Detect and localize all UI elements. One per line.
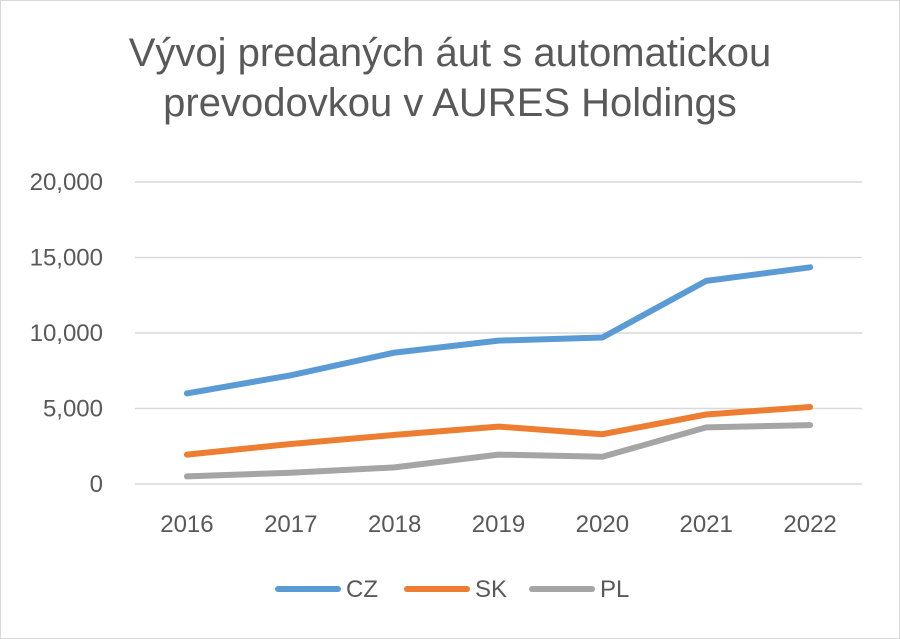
x-tick-label: 2019 — [472, 511, 525, 538]
legend-item-cz: CZ — [275, 576, 378, 603]
y-tick-label: 0 — [90, 471, 103, 498]
series-line-pl — [183, 422, 814, 480]
chart-title-line-1: Vývoj predaných áut s automatickou — [128, 31, 772, 75]
y-tick-label: 15,000 — [30, 245, 103, 272]
x-axis-labels: 2016 2017 2018 2019 2020 2021 2022 — [160, 511, 837, 538]
series-line-cz — [183, 264, 814, 397]
y-axis-labels: 0 5,000 10,000 15,000 20,000 — [30, 169, 103, 498]
series-lines — [183, 264, 814, 480]
x-tick-label: 2020 — [576, 511, 629, 538]
x-tick-label: 2017 — [264, 511, 317, 538]
series-line-sk — [183, 404, 814, 458]
chart-title-line-2: prevodovkou v AURES Holdings — [163, 81, 737, 125]
legend-label: PL — [600, 576, 629, 603]
x-tick-label: 2016 — [160, 511, 213, 538]
x-tick-label: 2018 — [368, 511, 421, 538]
legend-label: SK — [475, 576, 507, 603]
legend: CZ SK PL — [275, 576, 629, 603]
x-tick-label: 2021 — [680, 511, 733, 538]
legend-label: CZ — [346, 576, 378, 603]
chart-title: Vývoj predaných áut s automatickou prevo… — [0, 28, 900, 128]
x-tick-label: 2022 — [783, 511, 836, 538]
legend-item-sk: SK — [404, 576, 507, 603]
y-tick-label: 10,000 — [30, 320, 103, 347]
y-tick-label: 20,000 — [30, 169, 103, 196]
y-tick-label: 5,000 — [43, 396, 103, 423]
legend-item-pl: PL — [529, 576, 629, 603]
gridlines — [135, 181, 862, 485]
